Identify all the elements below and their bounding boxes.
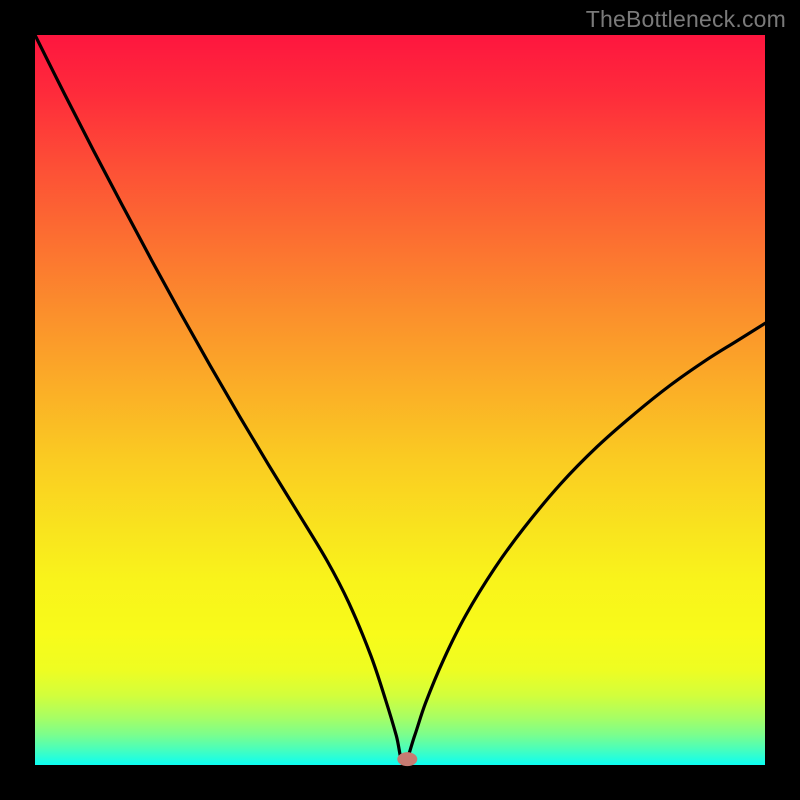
- watermark-text: TheBottleneck.com: [586, 6, 786, 33]
- plot-gradient: [35, 35, 765, 765]
- chart-svg: [0, 0, 800, 800]
- chart-container: TheBottleneck.com: [0, 0, 800, 800]
- optimal-marker: [397, 752, 417, 766]
